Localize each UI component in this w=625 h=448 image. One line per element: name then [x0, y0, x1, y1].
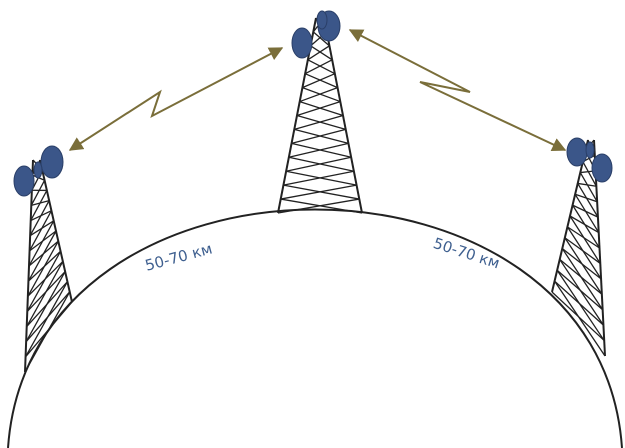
tower-brace: [579, 172, 598, 203]
tower-brace: [25, 291, 71, 343]
tower-brace: [283, 184, 360, 200]
towers: [13, 10, 613, 373]
tower-brace: [304, 59, 333, 75]
tower-brace: [29, 210, 52, 252]
tower-brace: [27, 230, 57, 282]
antenna-dish: [585, 141, 595, 159]
antenna-dish: [40, 145, 64, 179]
tower-brace: [304, 73, 338, 89]
tower-brace: [561, 248, 604, 311]
tower-brace: [296, 114, 346, 131]
link-arrow: [348, 29, 567, 151]
tower-brace: [574, 193, 600, 233]
earth-curve: [7, 208, 623, 448]
tower-brace: [307, 45, 330, 61]
tower-brace: [310, 45, 333, 61]
tower-brace: [28, 220, 55, 267]
tower-brace: [554, 280, 606, 357]
tower-brace: [26, 261, 64, 327]
tower-brace: [27, 240, 59, 297]
antenna-dish: [316, 10, 328, 30]
tower-brace: [280, 198, 363, 214]
tower-brace: [27, 260, 64, 297]
tower-brace: [569, 215, 601, 264]
tower-brace: [572, 204, 601, 249]
tower-brace: [294, 114, 344, 131]
tower-brace: [302, 87, 341, 103]
antenna-dish: [566, 137, 588, 167]
antenna-dish: [291, 27, 313, 59]
tower-brace: [30, 190, 48, 221]
tower-brace: [294, 128, 349, 144]
tower-brace: [29, 230, 57, 252]
tower-brace: [582, 161, 597, 187]
tower-brace: [299, 100, 344, 117]
tower-brace: [312, 31, 330, 47]
tower-brace: [559, 259, 604, 326]
tower-brace: [296, 100, 341, 117]
tower-brace: [291, 142, 352, 158]
tower-brace: [286, 170, 357, 186]
tower-brace: [556, 269, 605, 341]
tower-brace: [26, 250, 62, 312]
tower-brace: [29, 220, 55, 237]
tower-brace: [25, 301, 73, 358]
tower-brace: [30, 210, 52, 222]
tower-brace: [577, 183, 599, 218]
antenna-dish: [33, 161, 43, 179]
tower-brace: [288, 156, 354, 172]
tower-brace: [26, 271, 66, 312]
antenna-dish: [591, 153, 613, 183]
tower-brace: [28, 240, 59, 267]
tower-brace: [299, 87, 338, 103]
tower-brace: [26, 281, 68, 328]
tower-brace: [29, 200, 50, 237]
link-arrow: [68, 47, 284, 151]
antenna-dish: [13, 165, 35, 197]
tower-brace: [566, 226, 602, 280]
tower-brace: [307, 59, 336, 75]
tower-brace: [564, 237, 603, 295]
tower-brace: [302, 73, 336, 89]
tower-brace: [27, 250, 62, 282]
tower-brace: [31, 199, 50, 207]
tower-brace: [291, 128, 346, 144]
tower-brace: [30, 179, 46, 206]
